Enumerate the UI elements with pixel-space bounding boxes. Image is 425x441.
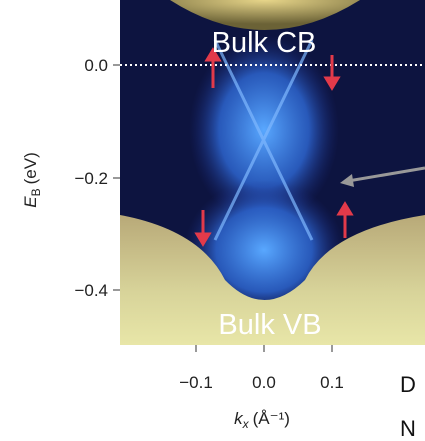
x-axis-label: kx(Å⁻¹) [234,409,290,431]
x-label-sub: x [242,417,250,431]
caption-fragment: D [400,372,416,397]
x-tick-label: 0.0 [252,373,276,392]
band-label: Bulk CB [212,27,317,59]
band-label: Bulk VB [218,309,321,341]
page: {"figure": { "band_labels": ["Bulk CB", … [0,0,425,441]
x-tick-label: −0.1 [179,373,213,392]
y-label-sub: B [29,188,43,196]
body: Bulk CB Bulk VB 0.0 −0.2 −0.4 −0.1 0.0 0… [0,0,425,441]
figure: Bulk CB Bulk VB 0.0 −0.2 −0.4 −0.1 0.0 0… [0,0,425,441]
y-axis-label: EB (eV) [21,152,43,207]
x-tick-label: 0.1 [320,373,344,392]
y-label-main: E [21,196,40,208]
y-tick-label: 0.0 [84,56,108,75]
caption-fragment: N [400,416,416,441]
y-label-unit: (eV) [21,152,40,184]
y-tick-label: −0.4 [74,281,108,300]
x-label-unit: (Å⁻¹) [253,409,290,428]
y-tick-label: −0.2 [74,169,108,188]
